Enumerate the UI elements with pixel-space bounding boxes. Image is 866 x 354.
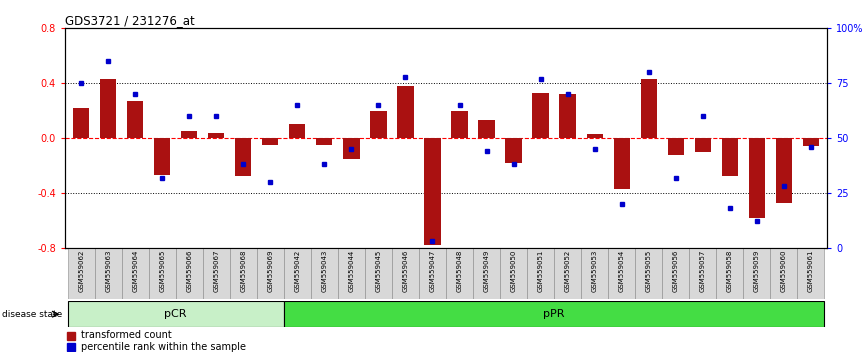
Bar bbox=[284, 248, 311, 299]
Text: GSM559046: GSM559046 bbox=[403, 249, 409, 292]
Text: GSM559068: GSM559068 bbox=[240, 249, 246, 292]
Bar bbox=[424, 138, 441, 245]
Bar bbox=[365, 248, 392, 299]
Text: pCR: pCR bbox=[165, 309, 187, 319]
Bar bbox=[613, 138, 630, 189]
Bar bbox=[289, 124, 306, 138]
Text: GSM559050: GSM559050 bbox=[511, 249, 516, 292]
Text: GSM559064: GSM559064 bbox=[132, 249, 139, 292]
Text: GSM559054: GSM559054 bbox=[618, 249, 624, 292]
Text: GSM559051: GSM559051 bbox=[538, 249, 544, 292]
Text: GSM559065: GSM559065 bbox=[159, 249, 165, 292]
Bar bbox=[608, 248, 635, 299]
Bar bbox=[749, 138, 765, 218]
Bar bbox=[208, 132, 224, 138]
Bar bbox=[716, 248, 743, 299]
Text: transformed count: transformed count bbox=[81, 330, 171, 341]
Bar bbox=[371, 110, 386, 138]
Bar bbox=[721, 138, 738, 176]
Bar bbox=[284, 301, 824, 327]
Bar bbox=[500, 248, 527, 299]
Bar bbox=[473, 248, 500, 299]
Text: GSM559057: GSM559057 bbox=[700, 249, 706, 292]
Bar bbox=[533, 93, 549, 138]
Bar bbox=[662, 248, 689, 299]
Bar bbox=[586, 134, 603, 138]
Bar bbox=[397, 86, 414, 138]
Bar bbox=[668, 138, 684, 154]
Text: GSM559047: GSM559047 bbox=[430, 249, 436, 292]
Text: GSM559058: GSM559058 bbox=[727, 249, 733, 292]
Text: GSM559052: GSM559052 bbox=[565, 249, 571, 292]
Bar bbox=[527, 248, 554, 299]
Bar bbox=[343, 138, 359, 159]
Bar bbox=[181, 131, 197, 138]
Bar bbox=[392, 248, 419, 299]
Bar bbox=[149, 248, 176, 299]
Text: GSM559044: GSM559044 bbox=[348, 249, 354, 292]
Text: GSM559048: GSM559048 bbox=[456, 249, 462, 292]
Text: GSM559053: GSM559053 bbox=[591, 249, 598, 292]
Bar bbox=[257, 248, 284, 299]
Bar bbox=[743, 248, 770, 299]
Text: GSM559059: GSM559059 bbox=[753, 249, 759, 292]
Text: percentile rank within the sample: percentile rank within the sample bbox=[81, 342, 246, 352]
Bar bbox=[176, 248, 203, 299]
Text: GSM559062: GSM559062 bbox=[78, 249, 84, 292]
Bar bbox=[506, 138, 521, 163]
Text: GSM559067: GSM559067 bbox=[213, 249, 219, 292]
Bar bbox=[68, 301, 284, 327]
Bar bbox=[338, 248, 365, 299]
Text: GDS3721 / 231276_at: GDS3721 / 231276_at bbox=[65, 14, 195, 27]
Text: GSM559069: GSM559069 bbox=[268, 249, 274, 292]
Bar bbox=[581, 248, 608, 299]
Text: GSM559060: GSM559060 bbox=[781, 249, 787, 292]
Bar bbox=[554, 248, 581, 299]
Bar bbox=[451, 110, 468, 138]
Text: GSM559061: GSM559061 bbox=[808, 249, 814, 292]
Bar bbox=[446, 248, 473, 299]
Bar bbox=[419, 248, 446, 299]
Bar bbox=[236, 138, 251, 176]
Bar bbox=[798, 248, 824, 299]
Bar bbox=[478, 120, 494, 138]
Bar bbox=[122, 248, 149, 299]
Bar bbox=[229, 248, 257, 299]
Text: GSM559056: GSM559056 bbox=[673, 249, 679, 292]
Bar bbox=[803, 138, 819, 146]
Bar bbox=[203, 248, 229, 299]
Bar bbox=[94, 248, 122, 299]
Text: GSM559063: GSM559063 bbox=[105, 249, 111, 292]
Text: disease state: disease state bbox=[2, 310, 62, 319]
Text: GSM559043: GSM559043 bbox=[321, 249, 327, 292]
Text: GSM559055: GSM559055 bbox=[646, 249, 652, 292]
Bar bbox=[311, 248, 338, 299]
Bar bbox=[695, 138, 711, 152]
Text: GSM559045: GSM559045 bbox=[376, 249, 381, 292]
Bar bbox=[67, 331, 75, 339]
Text: GSM559066: GSM559066 bbox=[186, 249, 192, 292]
Bar bbox=[559, 94, 576, 138]
Text: GSM559049: GSM559049 bbox=[483, 249, 489, 292]
Bar bbox=[776, 138, 792, 202]
Text: GSM559042: GSM559042 bbox=[294, 249, 301, 292]
Bar bbox=[154, 138, 171, 175]
Bar bbox=[100, 79, 116, 138]
Bar bbox=[316, 138, 333, 145]
Text: pPR: pPR bbox=[543, 309, 565, 319]
Bar bbox=[770, 248, 798, 299]
Bar bbox=[262, 138, 279, 145]
Bar bbox=[68, 248, 94, 299]
Bar bbox=[689, 248, 716, 299]
Bar bbox=[73, 108, 89, 138]
Bar bbox=[641, 79, 656, 138]
Bar bbox=[127, 101, 143, 138]
Bar bbox=[635, 248, 662, 299]
Bar bbox=[67, 343, 75, 351]
